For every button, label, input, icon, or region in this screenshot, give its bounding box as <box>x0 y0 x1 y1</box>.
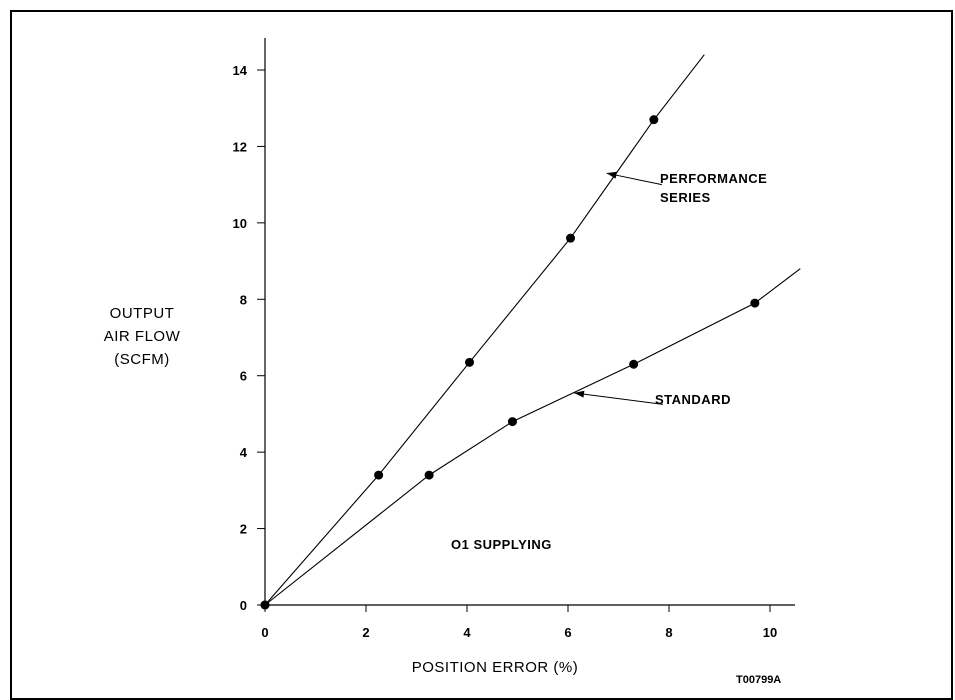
x-tick-label: 2 <box>362 625 369 640</box>
data-point <box>465 357 475 367</box>
x-tick-label: 10 <box>763 625 777 640</box>
series-label-performance-line-1: PERFORMANCE <box>660 171 767 186</box>
callout-group <box>573 171 663 405</box>
x-tick-label: 8 <box>665 625 672 640</box>
data-point <box>424 470 434 480</box>
y-tick-label: 0 <box>240 598 247 613</box>
data-point <box>507 417 517 427</box>
y-tick-label: 12 <box>233 139 247 154</box>
data-point <box>629 359 639 369</box>
data-point <box>374 470 384 480</box>
callout-arrowhead <box>606 171 618 179</box>
y-axis-title-line-1: OUTPUT <box>110 305 175 322</box>
series-line <box>264 268 801 606</box>
data-point <box>750 298 760 308</box>
chart-frame <box>10 10 953 700</box>
y-axis-title-line-3: (SCFM) <box>114 351 170 368</box>
y-tick-label: 4 <box>240 445 248 460</box>
callout-arrowhead <box>574 390 585 398</box>
y-tick-label: 10 <box>233 216 247 231</box>
supply-annotation: O1 SUPPLYING <box>451 537 552 552</box>
x-axis-title: POSITION ERROR (%) <box>412 659 579 676</box>
y-tick-label: 6 <box>240 369 247 384</box>
data-point <box>260 600 270 610</box>
figure-code: T00799A <box>736 674 781 686</box>
series-lines <box>264 54 801 606</box>
y-axis-title-line-2: AIR FLOW <box>104 328 181 345</box>
callout-line <box>573 392 663 405</box>
y-tick-label: 2 <box>240 522 247 537</box>
tick-group: 0 2 4 6 8 10 12 14 0 2 4 6 8 10 <box>233 63 778 640</box>
series-points <box>260 115 760 610</box>
x-tick-label: 0 <box>261 625 268 640</box>
data-point <box>649 115 659 125</box>
series-label-standard: STANDARD <box>655 392 731 407</box>
data-point <box>566 233 576 243</box>
x-tick-label: 4 <box>463 625 471 640</box>
y-tick-label: 8 <box>240 292 247 307</box>
series-label-performance-line-2: SERIES <box>660 190 711 205</box>
series-line <box>264 54 705 606</box>
x-tick-label: 6 <box>564 625 571 640</box>
axes <box>263 38 795 607</box>
y-tick-label: 14 <box>233 63 248 78</box>
